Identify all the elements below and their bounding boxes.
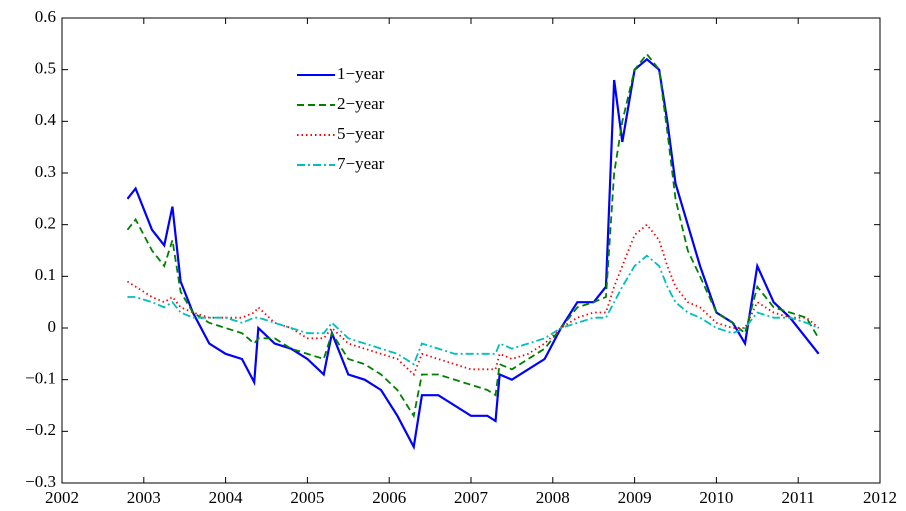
legend-label: 7−year xyxy=(337,154,385,173)
x-tick-label: 2010 xyxy=(699,488,733,507)
series-line xyxy=(127,254,819,366)
x-tick-label: 2007 xyxy=(454,488,489,507)
x-tick-label: 2012 xyxy=(863,488,897,507)
legend-label: 1−year xyxy=(337,64,385,83)
x-tick-label: 2003 xyxy=(127,488,161,507)
x-tick-label: 2004 xyxy=(209,488,244,507)
legend-label: 5−year xyxy=(337,124,385,143)
y-tick-label: 0.4 xyxy=(35,110,57,129)
y-tick-label: 0.5 xyxy=(35,59,56,78)
y-tick-label: −0.3 xyxy=(25,472,56,491)
plot-area xyxy=(61,17,881,484)
x-tick-label: 2006 xyxy=(372,488,406,507)
y-tick-label: 0.1 xyxy=(35,265,56,284)
series-line xyxy=(126,52,820,419)
x-tick-label: 2005 xyxy=(290,488,324,507)
y-tick-label: −0.2 xyxy=(25,420,56,439)
series-line xyxy=(126,57,820,451)
y-tick-label: 0.2 xyxy=(35,214,56,233)
y-tick-label: −0.1 xyxy=(25,369,56,388)
y-tick-label: 0.3 xyxy=(35,162,56,181)
x-tick-label: 2002 xyxy=(45,488,79,507)
x-tick-label: 2009 xyxy=(618,488,652,507)
series-line xyxy=(126,223,820,377)
legend-label: 2−year xyxy=(337,94,385,113)
y-tick-label: 0 xyxy=(48,317,57,336)
y-tick-label: 0.6 xyxy=(35,7,56,26)
x-tick-label: 2011 xyxy=(782,488,815,507)
x-tick-label: 2008 xyxy=(536,488,570,507)
